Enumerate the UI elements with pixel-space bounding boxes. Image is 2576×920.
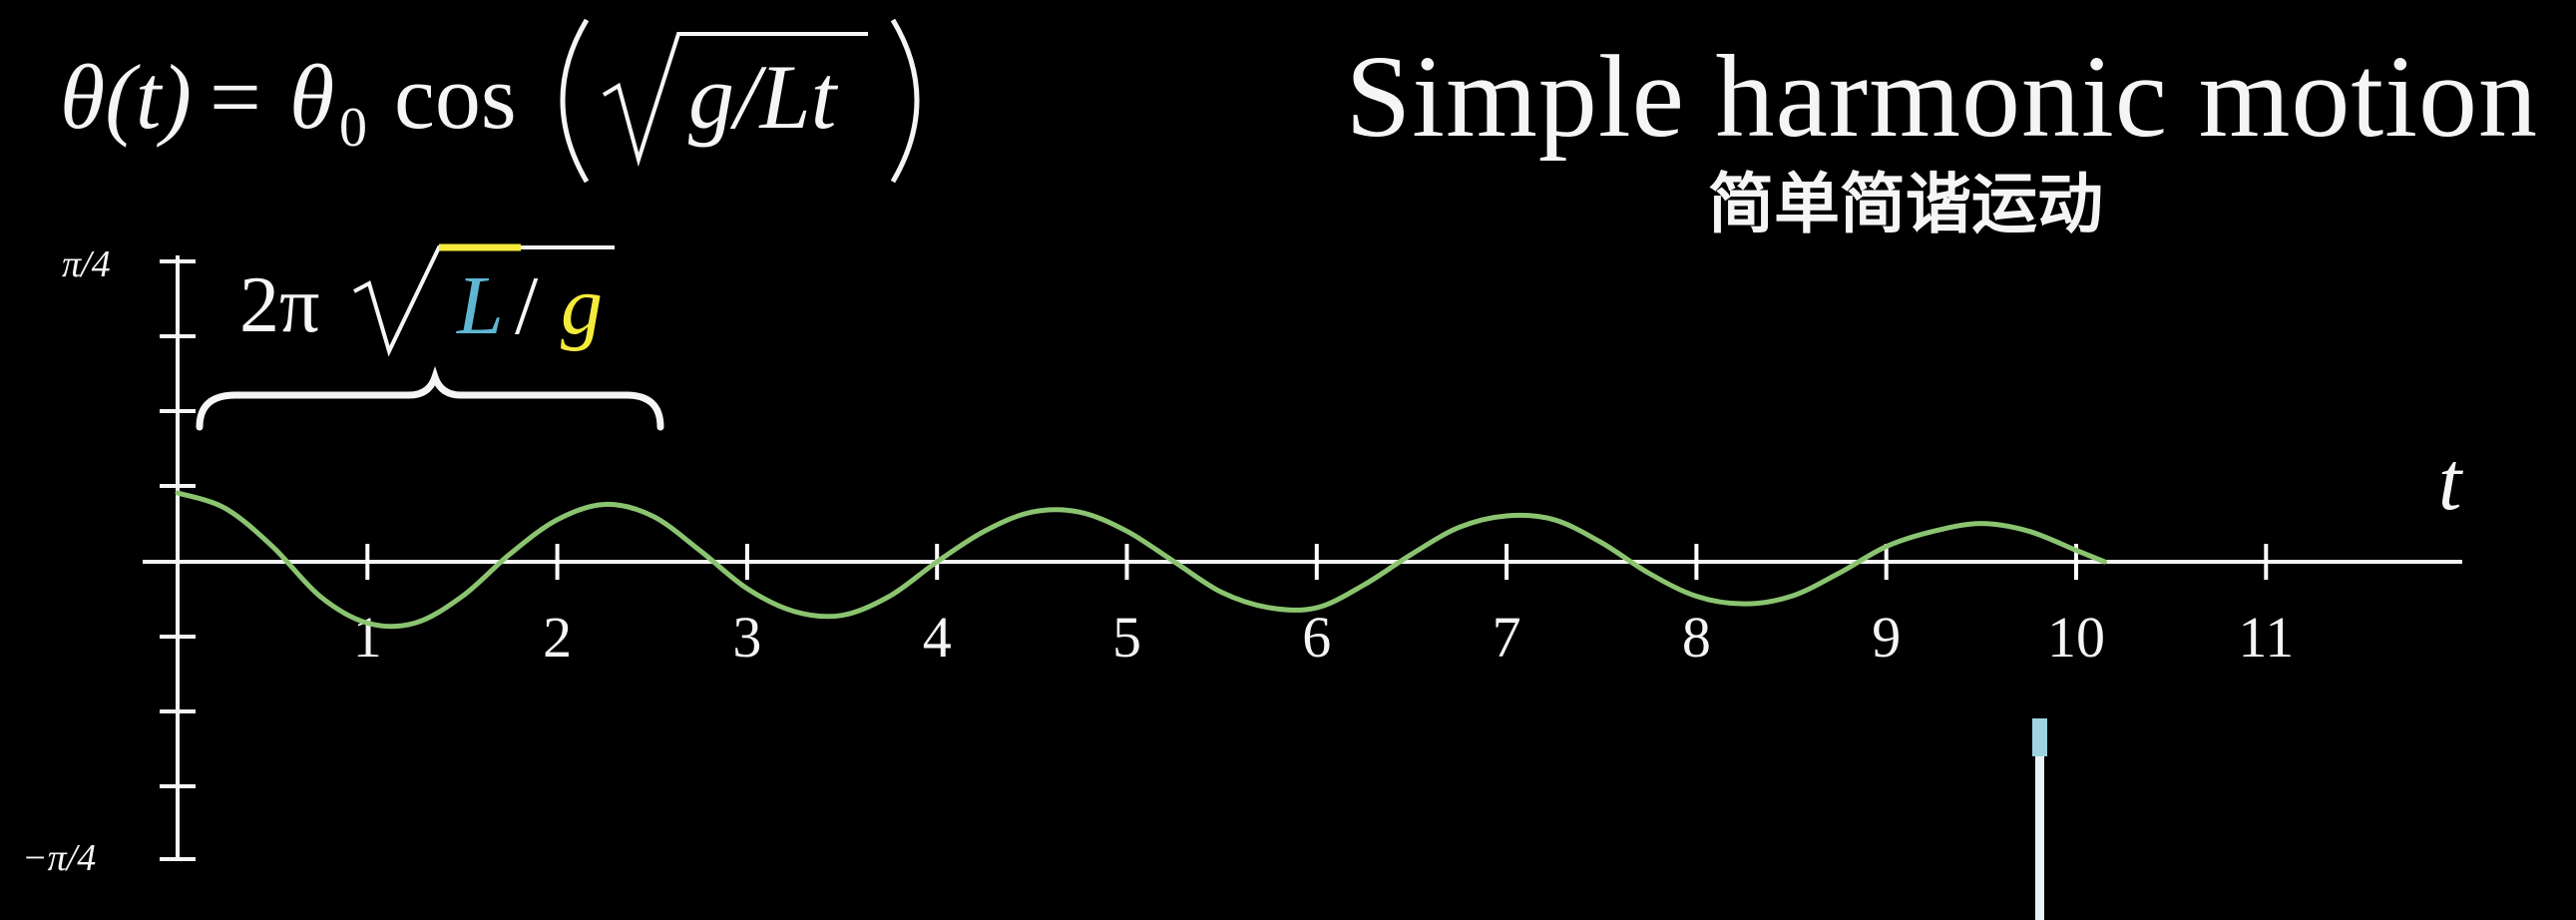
- x-tick-label: 8: [1682, 605, 1711, 670]
- formula-lhs: θ(t): [60, 46, 192, 148]
- page-subtitle: 简单简谐运动: [1708, 166, 2103, 242]
- y-tick-label-top: π/4: [62, 243, 111, 285]
- period-L: L: [456, 259, 504, 352]
- pendulum-pivot: [2032, 718, 2047, 756]
- x-axis-label: t: [2438, 435, 2464, 528]
- period-coefficient: 2π: [239, 261, 319, 349]
- x-tick-label: 10: [2047, 605, 2105, 670]
- y-tick-label-bottom: −π/4: [22, 837, 96, 879]
- series-line: [175, 490, 2108, 630]
- formula-theta: θ: [289, 46, 334, 148]
- period-slash: /: [515, 259, 539, 352]
- period-g: g: [561, 259, 603, 352]
- x-tick-label: 1: [353, 605, 382, 670]
- period-brace: [196, 365, 664, 431]
- x-tick-label: 4: [923, 605, 952, 670]
- period-label: 2π L / g: [196, 243, 664, 431]
- pendulum-rod: [2035, 718, 2044, 920]
- x-tick-label: 11: [2238, 605, 2294, 670]
- formula-sqrt-sign: [602, 32, 868, 168]
- formula-cos: cos: [394, 46, 517, 148]
- formula: θ(t) = θ 0 cos g/Lt: [60, 18, 920, 184]
- x-tick-label: 2: [543, 605, 572, 670]
- formula-right-paren: [890, 18, 920, 184]
- formula-radicand: g/Lt: [688, 46, 839, 148]
- pendulum: [2032, 718, 2047, 920]
- x-tick-label: 5: [1112, 605, 1141, 670]
- x-ticks: 1 2 3 4 5 6 7 8 9 10 11: [353, 544, 2294, 670]
- x-tick-label: 7: [1493, 605, 1521, 670]
- page-title: Simple harmonic motion: [1345, 31, 2538, 162]
- formula-theta-subscript: 0: [339, 97, 367, 159]
- x-tick-label: 9: [1872, 605, 1901, 670]
- x-tick-label: 6: [1302, 605, 1331, 670]
- formula-left-paren: [560, 18, 590, 184]
- x-tick-label: 3: [732, 605, 761, 670]
- series-layer: [175, 490, 2108, 630]
- formula-equals: =: [210, 46, 261, 148]
